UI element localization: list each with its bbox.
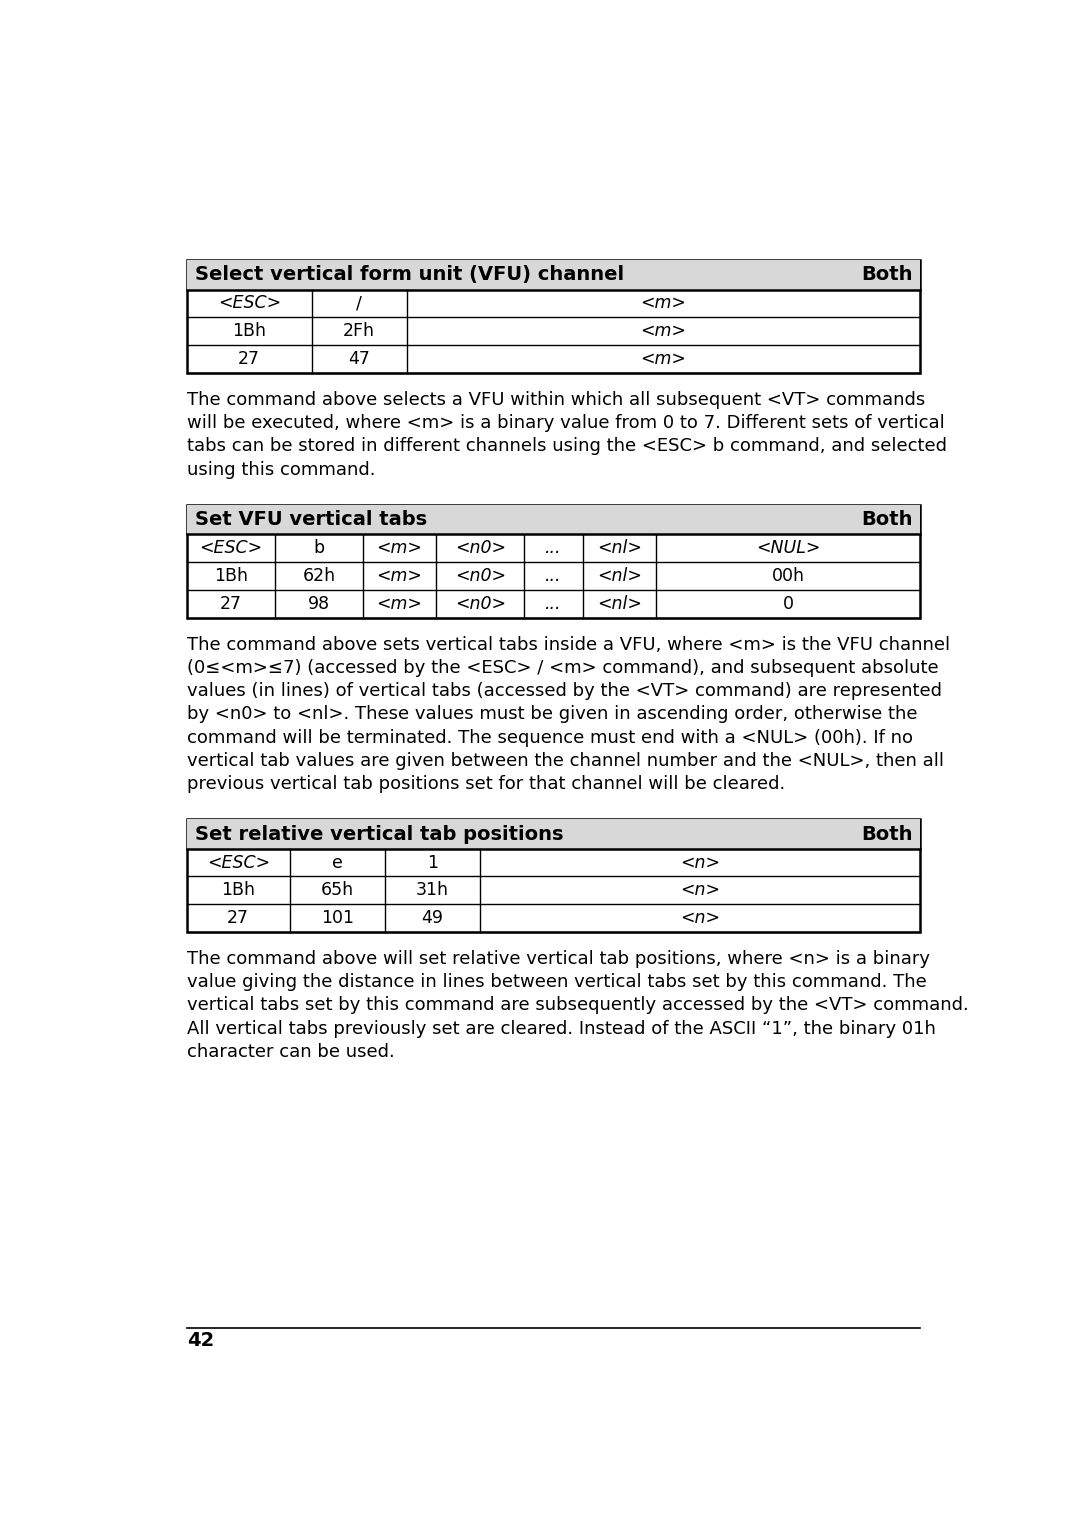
Text: <n0>: <n0> (455, 567, 505, 585)
Text: Set VFU vertical tabs: Set VFU vertical tabs (194, 510, 427, 529)
Text: Both: Both (861, 510, 913, 529)
Text: 1: 1 (427, 854, 438, 871)
Text: (0≤<m>≤7) (accessed by the <ESC> / <m> command), and subsequent absolute: (0≤<m>≤7) (accessed by the <ESC> / <m> c… (187, 659, 939, 677)
Text: ...: ... (545, 539, 562, 558)
Text: by <n0> to <nl>. These values must be given in ascending order, otherwise the: by <n0> to <nl>. These values must be gi… (187, 706, 917, 723)
Text: Set relative vertical tab positions: Set relative vertical tab positions (194, 825, 563, 843)
Text: <m>: <m> (377, 594, 422, 613)
Text: <n0>: <n0> (455, 594, 505, 613)
Text: 27: 27 (239, 350, 260, 368)
Text: 47: 47 (348, 350, 370, 368)
Text: <m>: <m> (640, 295, 687, 313)
Text: <ESC>: <ESC> (206, 854, 270, 871)
Text: <n>: <n> (680, 909, 720, 927)
Text: 42: 42 (187, 1331, 214, 1349)
Bar (187, 819, 920, 932)
Text: previous vertical tab positions set for that channel will be cleared.: previous vertical tab positions set for … (187, 775, 785, 793)
Text: Select vertical form unit (VFU) channel: Select vertical form unit (VFU) channel (194, 266, 624, 284)
Text: ...: ... (545, 594, 562, 613)
Text: <m>: <m> (640, 322, 687, 341)
Text: 49: 49 (421, 909, 444, 927)
Text: using this command.: using this command. (187, 460, 376, 478)
Text: e: e (332, 854, 342, 871)
Text: vertical tabs set by this command are subsequently accessed by the <VT> command.: vertical tabs set by this command are su… (187, 996, 969, 1015)
Text: 98: 98 (308, 594, 330, 613)
Text: value giving the distance in lines between vertical tabs set by this command. Th: value giving the distance in lines betwe… (187, 973, 927, 992)
Text: 00h: 00h (771, 567, 805, 585)
Text: The command above sets vertical tabs inside a VFU, where <m> is the VFU channel: The command above sets vertical tabs ins… (187, 636, 950, 654)
Text: <m>: <m> (377, 567, 422, 585)
Text: will be executed, where <m> is a binary value from 0 to 7. Different sets of ver: will be executed, where <m> is a binary … (187, 414, 945, 432)
Bar (187, 506, 920, 617)
Text: 1Bh: 1Bh (214, 567, 248, 585)
Text: All vertical tabs previously set are cleared. Instead of the ASCII “1”, the bina: All vertical tabs previously set are cle… (187, 1019, 935, 1038)
Text: ...: ... (545, 567, 562, 585)
Text: <nl>: <nl> (597, 567, 642, 585)
Text: tabs can be stored in different channels using the <ESC> b command, and selected: tabs can be stored in different channels… (187, 437, 947, 455)
Text: <ESC>: <ESC> (200, 539, 262, 558)
Text: /: / (356, 295, 362, 313)
Text: values (in lines) of vertical tabs (accessed by the <VT> command) are represente: values (in lines) of vertical tabs (acce… (187, 683, 942, 700)
Text: <n>: <n> (680, 854, 720, 871)
Text: <m>: <m> (377, 539, 422, 558)
Text: 65h: 65h (321, 882, 354, 898)
Text: command will be terminated. The sequence must end with a <NUL> (00h). If no: command will be terminated. The sequence… (187, 729, 913, 747)
Bar (187, 819, 920, 848)
Bar (187, 260, 920, 373)
Text: 101: 101 (321, 909, 354, 927)
Text: b: b (313, 539, 324, 558)
Text: 2Fh: 2Fh (343, 322, 375, 341)
Text: <nl>: <nl> (597, 539, 642, 558)
Text: Both: Both (861, 825, 913, 843)
Text: 1Bh: 1Bh (221, 882, 255, 898)
Text: Both: Both (861, 266, 913, 284)
Bar (187, 506, 920, 535)
Text: The command above will set relative vertical tab positions, where <n> is a binar: The command above will set relative vert… (187, 950, 930, 969)
Text: vertical tab values are given between the channel number and the <NUL>, then all: vertical tab values are given between th… (187, 752, 944, 770)
Text: 27: 27 (220, 594, 242, 613)
Text: <ESC>: <ESC> (218, 295, 281, 313)
Bar (187, 260, 920, 290)
Text: 0: 0 (783, 594, 794, 613)
Text: 62h: 62h (302, 567, 336, 585)
Text: 31h: 31h (416, 882, 449, 898)
Text: <nl>: <nl> (597, 594, 642, 613)
Text: <n>: <n> (680, 882, 720, 898)
Text: <NUL>: <NUL> (756, 539, 821, 558)
Text: 27: 27 (227, 909, 249, 927)
Text: <n0>: <n0> (455, 539, 505, 558)
Text: character can be used.: character can be used. (187, 1042, 394, 1060)
Text: <m>: <m> (640, 350, 687, 368)
Text: 1Bh: 1Bh (232, 322, 267, 341)
Text: The command above selects a VFU within which all subsequent <VT> commands: The command above selects a VFU within w… (187, 391, 926, 410)
